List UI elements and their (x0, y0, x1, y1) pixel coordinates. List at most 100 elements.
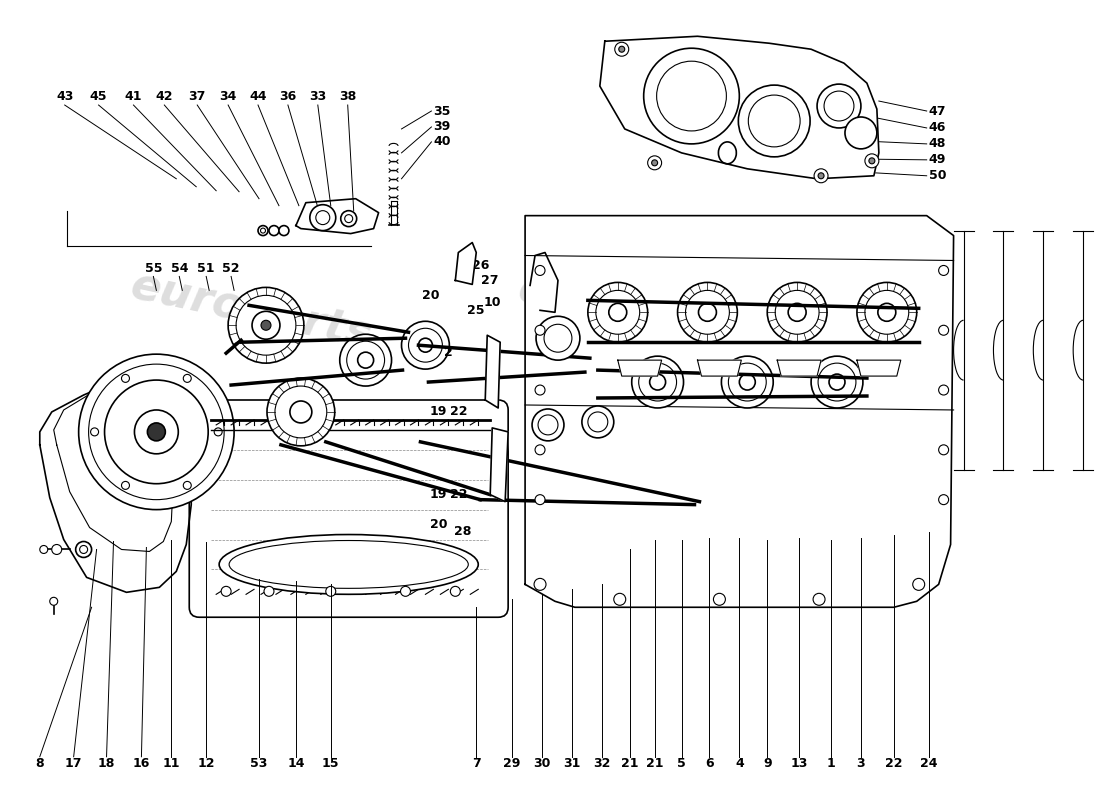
Ellipse shape (229, 541, 469, 588)
Text: europarts: europarts (126, 264, 376, 357)
Circle shape (811, 356, 862, 408)
Text: 29: 29 (504, 758, 520, 770)
Text: 15: 15 (322, 758, 340, 770)
Text: 11: 11 (163, 758, 180, 770)
Circle shape (261, 320, 271, 330)
Circle shape (214, 428, 222, 436)
Circle shape (236, 295, 296, 355)
Text: 1: 1 (826, 758, 835, 770)
Circle shape (535, 385, 544, 395)
Text: 32: 32 (593, 758, 611, 770)
Circle shape (344, 214, 353, 222)
Text: 22: 22 (450, 406, 468, 418)
Circle shape (817, 84, 861, 128)
Text: europarts: europarts (515, 268, 764, 353)
Text: 38: 38 (339, 90, 356, 103)
Text: 21: 21 (621, 758, 638, 770)
Text: 17: 17 (65, 758, 82, 770)
Circle shape (40, 546, 47, 554)
Circle shape (748, 95, 800, 147)
Circle shape (631, 356, 683, 408)
Circle shape (648, 156, 661, 170)
Circle shape (402, 322, 450, 369)
Circle shape (264, 586, 274, 596)
Circle shape (76, 542, 91, 558)
Circle shape (615, 42, 629, 56)
Polygon shape (857, 360, 901, 376)
FancyBboxPatch shape (189, 400, 508, 618)
Circle shape (938, 445, 948, 455)
Circle shape (121, 482, 130, 490)
Circle shape (814, 169, 828, 182)
Text: 25: 25 (466, 304, 484, 317)
Text: 34: 34 (219, 90, 236, 103)
Circle shape (228, 287, 304, 363)
Text: 21: 21 (646, 758, 663, 770)
Ellipse shape (219, 534, 478, 594)
Circle shape (535, 266, 544, 275)
Polygon shape (697, 360, 741, 376)
Circle shape (79, 546, 88, 554)
Circle shape (818, 173, 824, 178)
Text: 40: 40 (433, 135, 451, 148)
Circle shape (252, 311, 279, 339)
Polygon shape (296, 198, 378, 234)
Text: 51: 51 (197, 262, 215, 275)
Circle shape (346, 342, 385, 379)
Circle shape (221, 586, 231, 596)
Text: 22: 22 (886, 758, 903, 770)
Circle shape (279, 226, 289, 235)
Circle shape (50, 598, 57, 606)
Circle shape (147, 423, 165, 441)
Circle shape (358, 352, 374, 368)
Circle shape (89, 364, 224, 500)
Text: 55: 55 (144, 262, 162, 275)
Text: 5: 5 (678, 758, 686, 770)
Circle shape (865, 290, 909, 334)
Circle shape (275, 386, 327, 438)
Circle shape (340, 334, 392, 386)
Text: 48: 48 (928, 138, 946, 150)
Circle shape (536, 316, 580, 360)
Text: 12: 12 (197, 758, 215, 770)
Text: 47: 47 (928, 105, 946, 118)
Circle shape (938, 326, 948, 335)
Circle shape (535, 578, 546, 590)
Circle shape (813, 594, 825, 606)
Circle shape (857, 282, 916, 342)
Circle shape (865, 154, 879, 168)
Text: 27: 27 (482, 274, 499, 287)
Circle shape (608, 303, 627, 322)
Circle shape (845, 117, 877, 149)
Circle shape (290, 401, 311, 423)
Circle shape (326, 586, 336, 596)
Circle shape (261, 228, 265, 233)
Circle shape (587, 412, 608, 432)
Circle shape (134, 410, 178, 454)
Circle shape (258, 226, 268, 235)
Circle shape (535, 445, 544, 455)
Circle shape (776, 290, 820, 334)
Text: 52: 52 (222, 262, 240, 275)
Circle shape (678, 282, 737, 342)
Circle shape (714, 594, 725, 606)
Circle shape (582, 406, 614, 438)
Text: 26: 26 (472, 259, 488, 272)
Text: 49: 49 (928, 154, 946, 166)
Text: 20: 20 (430, 518, 447, 531)
Text: 19: 19 (430, 488, 447, 501)
Circle shape (538, 415, 558, 435)
Text: 19: 19 (430, 406, 447, 418)
Circle shape (651, 160, 658, 166)
Text: 24: 24 (920, 758, 937, 770)
Circle shape (869, 158, 874, 164)
Polygon shape (778, 360, 821, 376)
Text: 4: 4 (735, 758, 744, 770)
Circle shape (789, 303, 806, 322)
Text: 7: 7 (472, 758, 481, 770)
Text: 16: 16 (133, 758, 150, 770)
Circle shape (310, 205, 336, 230)
Text: 22: 22 (450, 488, 468, 501)
Text: 8: 8 (35, 758, 44, 770)
Text: 35: 35 (433, 105, 451, 118)
